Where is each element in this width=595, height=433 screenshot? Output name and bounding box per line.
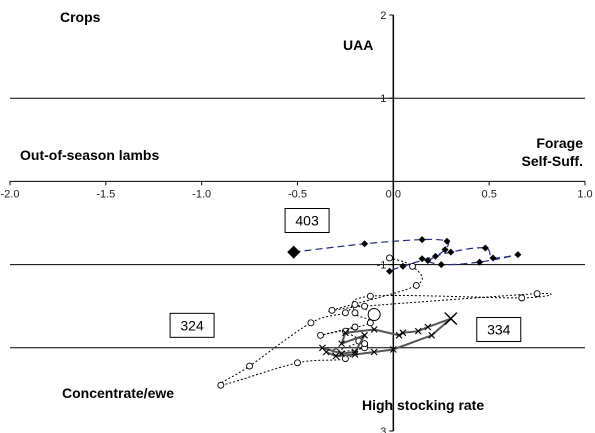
point-334-15 <box>351 351 359 358</box>
reference-lines <box>10 97 585 349</box>
point-334-16 <box>332 352 340 360</box>
y-tick-label-0: 2 <box>380 10 386 22</box>
point-324-10 <box>317 331 324 339</box>
series-layer <box>217 236 552 389</box>
series-line-334 <box>322 317 452 358</box>
y-tick-label-3: 3 <box>380 426 386 433</box>
point-324-18 <box>294 359 301 367</box>
point-403-11 <box>489 254 497 262</box>
point-334-3 <box>361 331 368 339</box>
label-forage-2: Self-Suff. <box>522 153 583 169</box>
point-403-4 <box>441 246 449 254</box>
point-403-5 <box>432 252 439 260</box>
point-324-20 <box>246 362 254 370</box>
point-324-23 <box>351 301 359 308</box>
point-403-9 <box>476 258 484 266</box>
y-tick-label-2: -1 <box>377 260 387 272</box>
point-334-4 <box>338 340 345 348</box>
point-334-2 <box>351 348 359 356</box>
point-324-0 <box>386 254 393 262</box>
point-334-17 <box>322 348 330 356</box>
axes: -2.0 -1.5 -1.0 -0.5 0.0 0.5 1.0 2 1 -1 3 <box>1 10 593 433</box>
point-403-2 <box>418 236 426 244</box>
point-403-12 <box>481 244 489 252</box>
point-324-9 <box>366 319 374 327</box>
series-334 <box>319 315 455 360</box>
callout-box-403 <box>284 208 330 234</box>
point-334-13 <box>389 346 397 353</box>
label-uaa: UAA <box>343 37 373 53</box>
label-crops: Crops <box>60 9 101 25</box>
start-marker-403 <box>287 245 301 259</box>
start-marker-334 <box>444 312 458 326</box>
point-334-12 <box>428 331 436 339</box>
point-403-3 <box>443 237 451 245</box>
callouts: 403 324 334 <box>169 208 522 342</box>
point-403-15 <box>386 267 393 275</box>
point-324-19 <box>217 381 225 389</box>
callout-box-334 <box>476 316 522 342</box>
point-324-5 <box>533 290 541 298</box>
point-324-4 <box>361 302 369 310</box>
point-334-7 <box>395 331 403 339</box>
point-403-7 <box>418 255 426 263</box>
point-403-8 <box>437 261 445 269</box>
callout-label-403: 403 <box>295 213 319 229</box>
point-334-5 <box>342 329 349 337</box>
point-324-21 <box>307 319 315 327</box>
label-concentrate: Concentrate/ewe <box>62 385 174 401</box>
point-324-1 <box>409 262 416 270</box>
callout-box-324 <box>169 312 215 338</box>
point-334-8 <box>399 329 407 337</box>
x-tick-label-4: 0.0 <box>386 188 401 200</box>
point-334-1 <box>338 350 345 358</box>
y-tick-label-1: 1 <box>380 93 386 105</box>
x-tick-label-5: 0.5 <box>482 188 497 200</box>
label-stocking: High stocking rate <box>362 397 484 413</box>
point-403-13 <box>447 248 455 256</box>
callout-label-334: 334 <box>487 321 511 337</box>
point-324-7 <box>366 292 374 300</box>
start-marker-324 <box>367 308 381 322</box>
quadrant-labels: Crops UAA Out-of-season lambs Forage Sel… <box>20 9 583 413</box>
x-tick-label-1: -1.5 <box>96 188 115 200</box>
point-403-10 <box>514 251 522 259</box>
point-324-22 <box>341 309 349 317</box>
point-334-14 <box>370 348 378 356</box>
label-out-of-season: Out-of-season lambs <box>20 147 159 163</box>
point-403-6 <box>424 256 432 264</box>
point-324-6 <box>518 294 526 302</box>
point-403-1 <box>361 240 369 248</box>
point-334-9 <box>414 327 422 335</box>
x-tick-label-3: -0.5 <box>288 188 307 200</box>
point-334-10 <box>424 323 432 331</box>
label-forage-1: Forage <box>536 135 583 151</box>
series-line-403 <box>293 238 519 272</box>
point-324-11 <box>351 323 359 331</box>
point-324-3 <box>328 306 336 314</box>
point-324-17 <box>341 355 349 363</box>
series-403 <box>290 236 522 275</box>
point-324-16 <box>361 340 369 348</box>
callout-label-324: 324 <box>180 317 204 333</box>
point-324-8 <box>351 309 359 317</box>
x-tick-label-2: -1.0 <box>192 188 211 200</box>
point-403-14 <box>399 262 407 270</box>
x-tick-label-6: 1.0 <box>577 188 592 200</box>
x-tick-label-0: -2.0 <box>1 188 20 200</box>
point-334-6 <box>370 326 378 333</box>
point-324-2 <box>412 281 420 289</box>
